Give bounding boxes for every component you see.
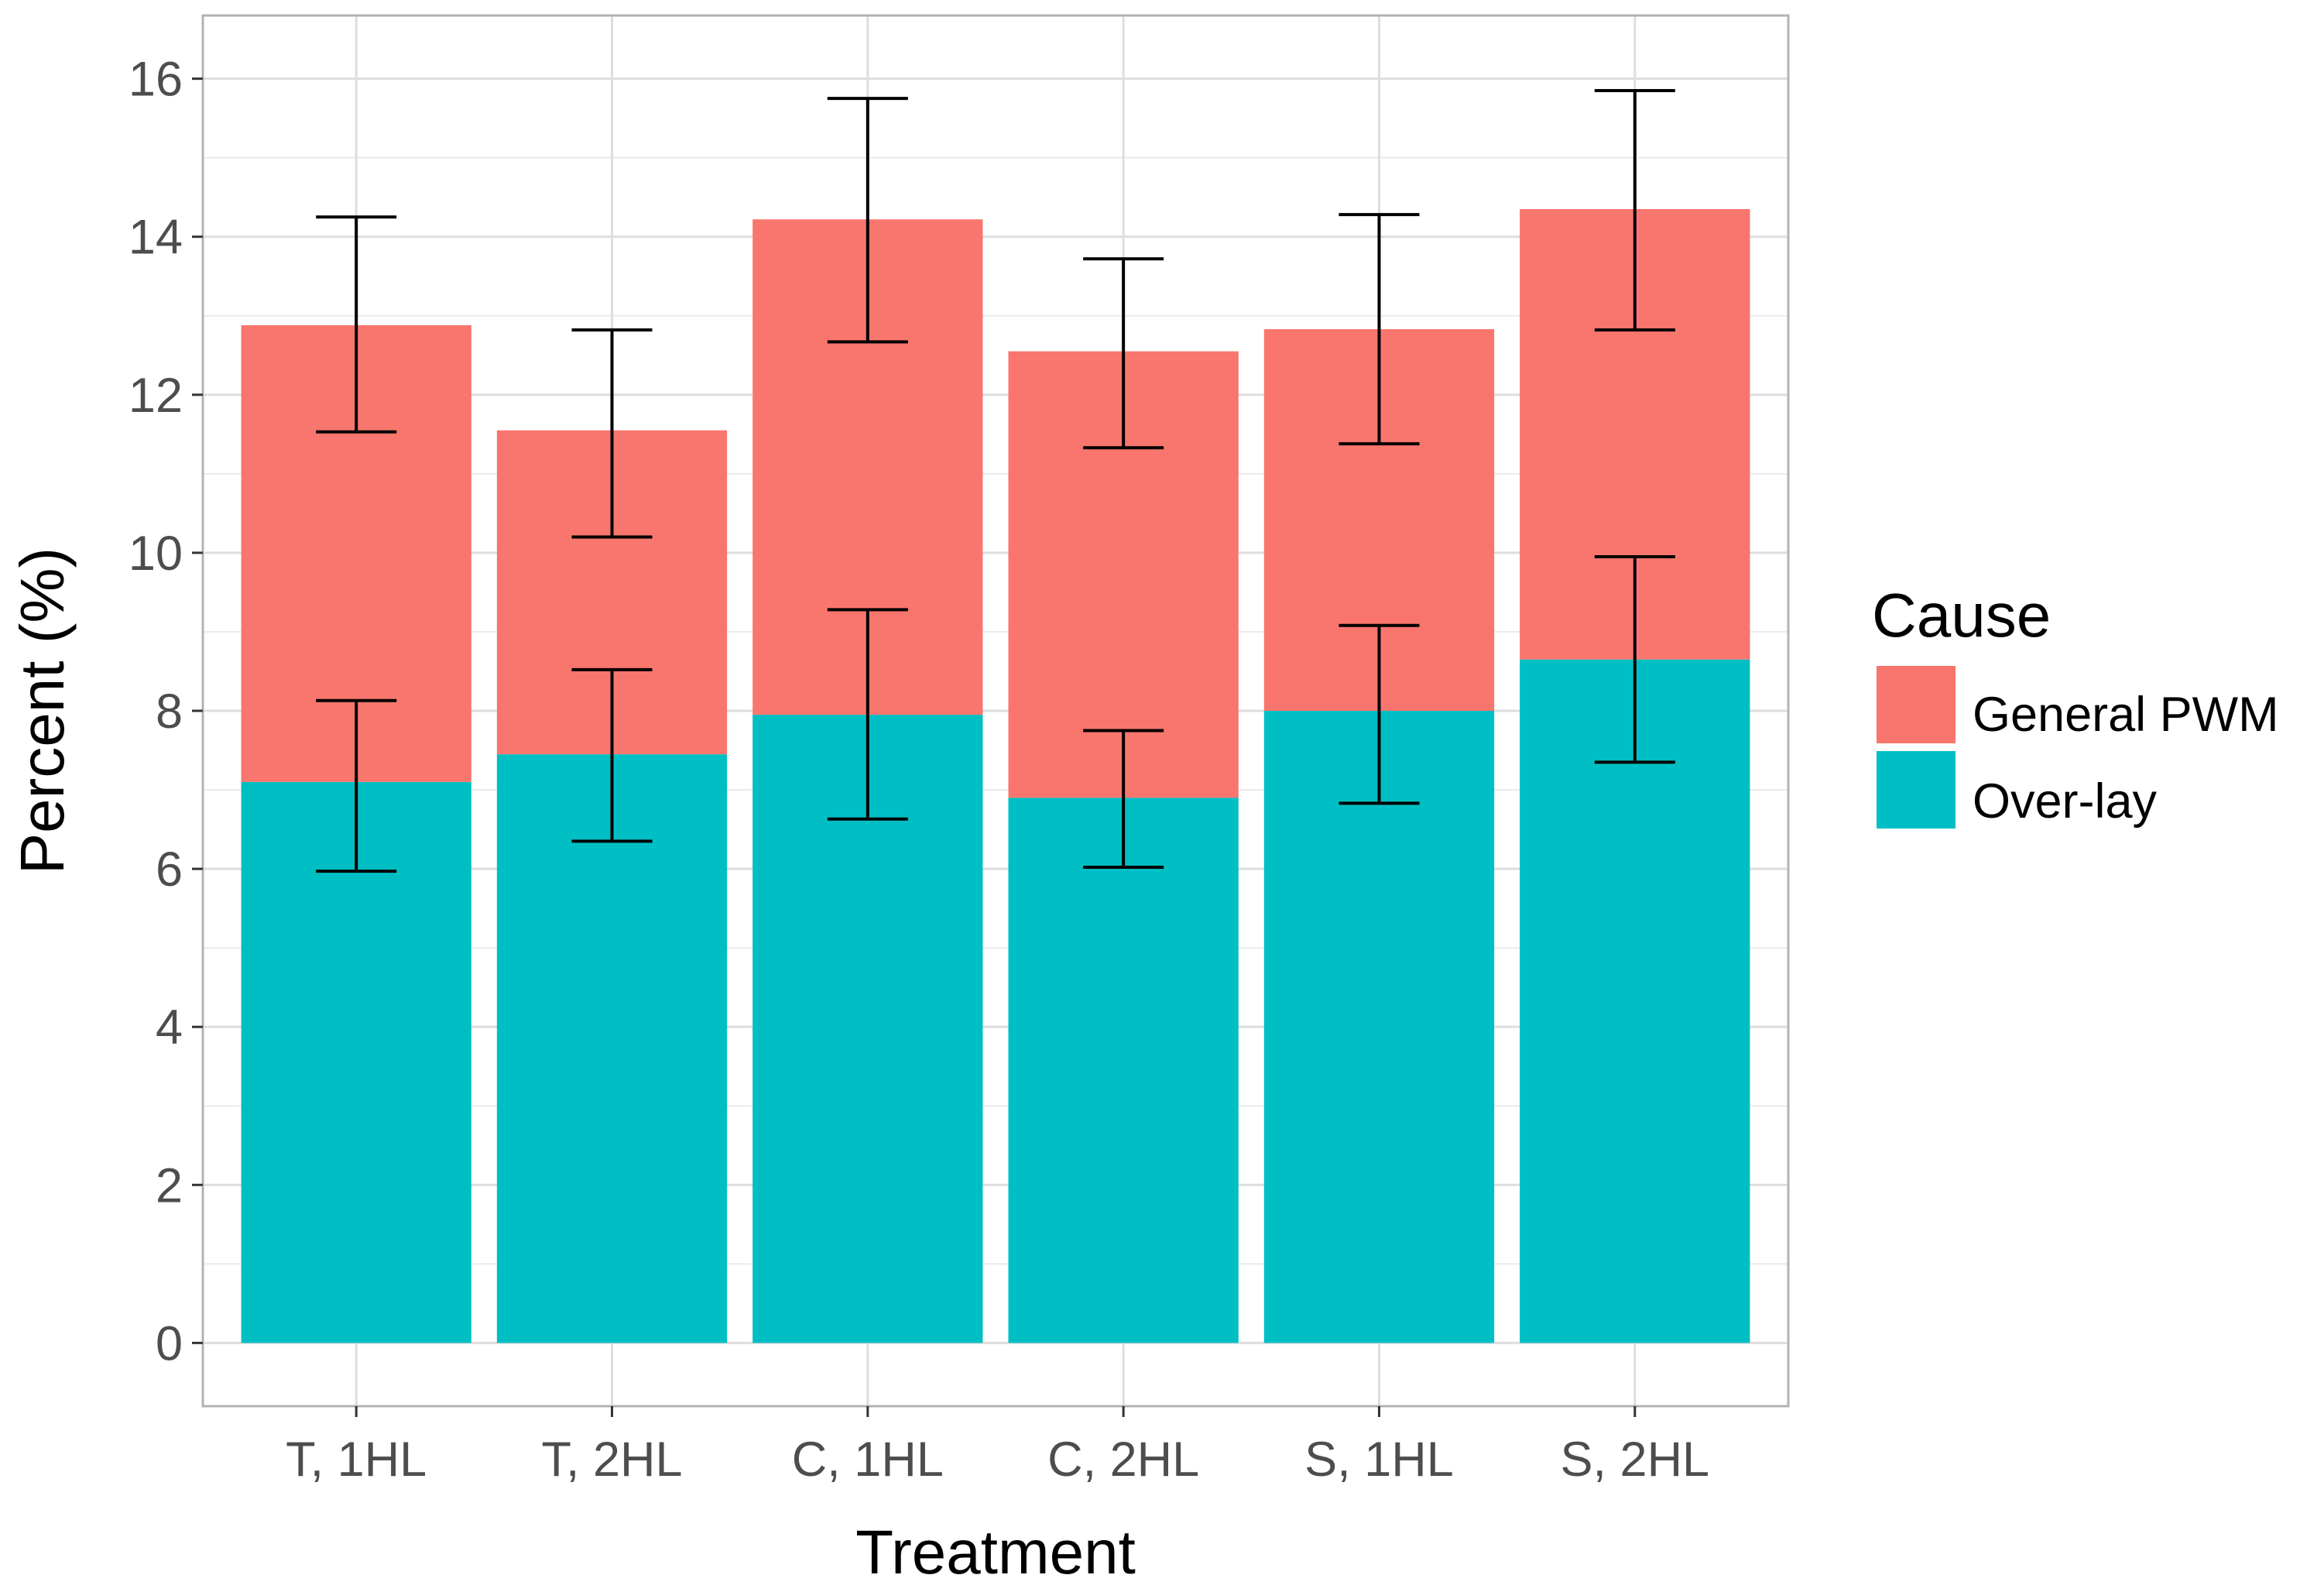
y-tick-label: 8 — [156, 684, 183, 739]
legend-label-over-lay: Over-lay — [1973, 774, 2158, 829]
x-tick-label: T, 1HL — [286, 1432, 427, 1487]
bar-over-lay-3 — [1008, 798, 1239, 1343]
y-tick-label: 0 — [156, 1316, 183, 1371]
error-bar — [1594, 555, 1675, 764]
bar-over-lay-0 — [241, 781, 471, 1343]
y-tick-label: 12 — [129, 369, 183, 423]
error-bar — [1339, 623, 1420, 805]
error-bar — [1083, 729, 1164, 870]
bar-over-lay-4 — [1263, 711, 1495, 1343]
y-tick-label: 2 — [156, 1158, 183, 1213]
legend: Cause General PWM Over-lay — [1872, 581, 2279, 829]
error-bar — [827, 97, 908, 344]
x-axis-ticks: T, 1HL T, 2HL C, 1HL C, 2HL S, 1HL S, 2HL — [286, 1406, 1709, 1487]
x-tick-label: S, 1HL — [1304, 1432, 1454, 1487]
error-bar — [571, 667, 653, 843]
error-bar — [1083, 257, 1164, 450]
error-bar — [316, 698, 397, 873]
error-bar — [571, 328, 653, 539]
y-tick-label: 16 — [129, 53, 183, 107]
error-bar — [1594, 88, 1675, 332]
legend-swatch-over-lay — [1877, 751, 1956, 829]
bar-over-lay-1 — [496, 754, 728, 1343]
x-tick-label: C, 2HL — [1047, 1432, 1199, 1487]
y-tick-label: 10 — [129, 527, 183, 581]
error-bar — [827, 608, 908, 821]
y-axis-ticks: 0 2 4 6 8 10 12 14 16 — [129, 53, 203, 1371]
y-tick-label: 14 — [129, 211, 183, 265]
y-tick-label: 4 — [156, 1000, 183, 1055]
x-tick-label: T, 2HL — [541, 1432, 682, 1487]
x-tick-label: C, 1HL — [792, 1432, 944, 1487]
x-axis-title: Treatment — [855, 1518, 1136, 1587]
x-tick-label: S, 2HL — [1561, 1432, 1710, 1487]
legend-title: Cause — [1872, 581, 2051, 650]
y-axis-title: Percent (%) — [8, 547, 77, 874]
error-bars — [316, 88, 1675, 873]
error-bar — [1339, 213, 1420, 446]
y-tick-label: 6 — [156, 842, 183, 897]
legend-label-general-pwm: General PWM — [1973, 688, 2279, 742]
bar-over-lay-5 — [1520, 659, 1750, 1343]
legend-swatch-general-pwm — [1877, 666, 1956, 743]
error-bar — [316, 215, 397, 434]
